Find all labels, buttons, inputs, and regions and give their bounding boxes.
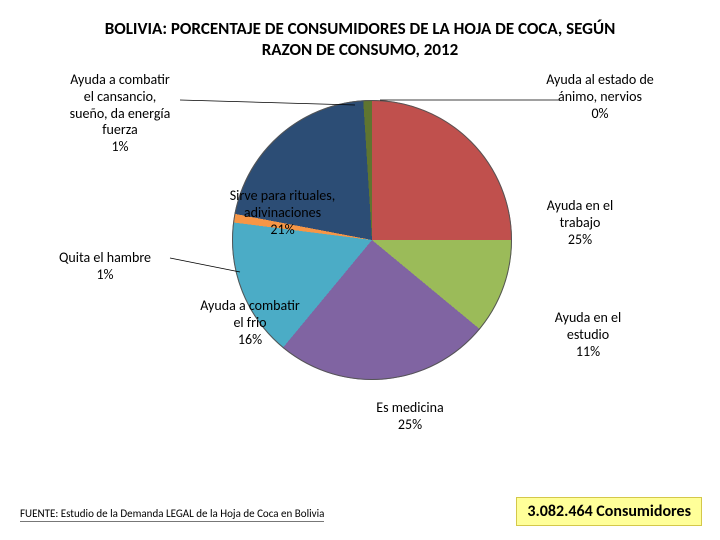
total-consumers-box: 3.082.464 Consumidores: [516, 497, 702, 526]
callout: Ayuda a combatirel cansancio,sueño, da e…: [40, 72, 200, 156]
slide: BOLIVIA: PORCENTAJE DE CONSUMIDORES DE L…: [0, 0, 720, 540]
callout: Ayuda a combatirel frio16%: [170, 298, 330, 348]
callout: Es medicina25%: [345, 400, 475, 434]
callout: Ayuda en eltrabajo25%: [520, 198, 640, 248]
title-line-1: BOLIVIA: PORCENTAJE DE CONSUMIDORES DE L…: [105, 18, 616, 39]
callout: Ayuda en elestudio11%: [528, 310, 648, 360]
callout: Quita el hambre1%: [35, 250, 175, 284]
title-line-2: RAZON DE CONSUMO, 2012: [262, 39, 459, 60]
callout: Ayuda al estado deánimo, nervios0%: [520, 72, 680, 122]
callout: Sirve para rituales,adivinaciones21%: [195, 188, 370, 238]
source-footnote: FUENTE: Estudio de la Demanda LEGAL de l…: [20, 507, 324, 522]
chart-title: BOLIVIA: PORCENTAJE DE CONSUMIDORES DE L…: [0, 18, 720, 61]
